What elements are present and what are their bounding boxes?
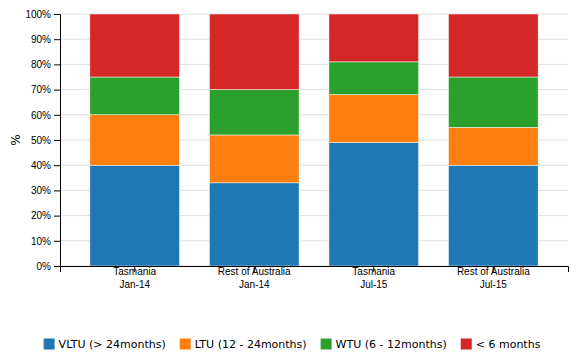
tick-mark bbox=[54, 190, 60, 191]
legend-swatch bbox=[44, 339, 55, 350]
tick-label-line: Rest of Australia bbox=[218, 266, 291, 277]
bar-segment bbox=[448, 127, 538, 165]
legend-swatch bbox=[180, 339, 191, 350]
tick-mark bbox=[54, 39, 60, 40]
tick: 40% bbox=[31, 160, 60, 171]
tick-label: Rest of Australia Jul-15 bbox=[457, 266, 530, 290]
tick-label: 20% bbox=[31, 210, 51, 221]
tick-label: 90% bbox=[31, 34, 51, 45]
tick-mark bbox=[54, 140, 60, 141]
tick-mark bbox=[54, 216, 60, 217]
tick: 60% bbox=[31, 110, 60, 121]
tick-label: 70% bbox=[31, 84, 51, 95]
tick: 50% bbox=[31, 135, 60, 146]
chart: 0% 10% 20% 30% 40% 50% 60% 70% 80% 90% 100% Tasmani… bbox=[0, 0, 584, 362]
y-axis: 0% 10% 20% 30% 40% 50% 60% 70% 80% 90% 100% bbox=[25, 9, 60, 272]
bar-segment bbox=[329, 62, 419, 95]
tick-label: 60% bbox=[31, 110, 51, 121]
tick-label: 30% bbox=[31, 185, 51, 196]
bar-segment bbox=[90, 77, 180, 115]
tick-label: 80% bbox=[31, 59, 51, 70]
bar-segment bbox=[329, 143, 419, 266]
legend-label: LTU (12 - 24months) bbox=[195, 338, 307, 351]
tick-mark bbox=[54, 90, 60, 91]
legend-label: < 6 months bbox=[476, 338, 541, 351]
tick: Rest of Australia Jul-15 bbox=[457, 266, 530, 290]
tick-label: 40% bbox=[31, 160, 51, 171]
tick-label-line: Jul-15 bbox=[480, 279, 508, 290]
legend-label: VLTU (> 24months) bbox=[59, 338, 166, 351]
tick-mark bbox=[54, 165, 60, 166]
tick-label: 10% bbox=[31, 236, 51, 247]
bar-segment bbox=[329, 95, 419, 143]
bar-segment bbox=[209, 14, 299, 90]
legend-item: VLTU (> 24months) bbox=[44, 338, 166, 351]
tick: 0% bbox=[37, 261, 60, 272]
tick-label: Tasmania Jul-15 bbox=[352, 266, 395, 290]
tick-label: Tasmania Jan-14 bbox=[113, 266, 156, 290]
grid bbox=[60, 14, 568, 266]
bar-segment bbox=[448, 14, 538, 77]
tick: 20% bbox=[31, 210, 60, 221]
legend-item: < 6 months bbox=[461, 338, 541, 351]
tick-label-line: Rest of Australia bbox=[457, 266, 530, 277]
x-axis: TasmaniaJan-14Rest of AustraliaJan-14Tas… bbox=[61, 266, 569, 290]
tick-mark bbox=[54, 14, 60, 15]
tick-label: 100% bbox=[25, 9, 51, 20]
bar-segment bbox=[90, 14, 180, 77]
tick: 100% bbox=[25, 9, 60, 20]
legend-label: WTU (6 - 12months) bbox=[336, 338, 447, 351]
bar-segment bbox=[90, 165, 180, 266]
legend-swatch bbox=[321, 339, 332, 350]
tick-label-line: Jan-14 bbox=[239, 279, 270, 290]
tick-mark bbox=[54, 115, 60, 116]
tick-label-line: Tasmania bbox=[352, 266, 395, 277]
bars bbox=[90, 14, 538, 266]
tick: 90% bbox=[31, 34, 60, 45]
tick: 10% bbox=[31, 236, 60, 247]
tick: Tasmania Jan-14 bbox=[113, 266, 156, 290]
tick-label-line: Jul-15 bbox=[360, 279, 388, 290]
tick: Rest of Australia Jan-14 bbox=[218, 266, 291, 290]
y-axis-title: % bbox=[9, 134, 23, 145]
bar-segment bbox=[448, 165, 538, 266]
axis-line bbox=[54, 15, 61, 267]
tick: Tasmania Jul-15 bbox=[352, 266, 395, 290]
tick-mark bbox=[54, 241, 60, 242]
tick-label-line: Jan-14 bbox=[119, 279, 150, 290]
tick: 80% bbox=[31, 59, 60, 70]
bar-segment bbox=[209, 90, 299, 135]
tick-mark bbox=[54, 266, 60, 267]
legend: VLTU (> 24months) LTU (12 - 24months) WTU … bbox=[44, 338, 541, 351]
tick-mark bbox=[54, 64, 60, 65]
legend-item: LTU (12 - 24months) bbox=[180, 338, 307, 351]
bar-segment bbox=[448, 77, 538, 127]
bar-segment bbox=[90, 115, 180, 165]
legend-swatch bbox=[461, 339, 472, 350]
tick: 70% bbox=[31, 84, 60, 95]
tick-label: 50% bbox=[31, 135, 51, 146]
series bbox=[90, 14, 538, 90]
tick-label: Rest of Australia Jan-14 bbox=[218, 266, 291, 290]
tick-label-line: Tasmania bbox=[113, 266, 156, 277]
bar-segment bbox=[209, 183, 299, 266]
legend-item: WTU (6 - 12months) bbox=[321, 338, 447, 351]
bar-segment bbox=[209, 135, 299, 183]
bar-segment bbox=[329, 14, 419, 62]
tick-label: 0% bbox=[37, 261, 52, 272]
tick: 30% bbox=[31, 185, 60, 196]
